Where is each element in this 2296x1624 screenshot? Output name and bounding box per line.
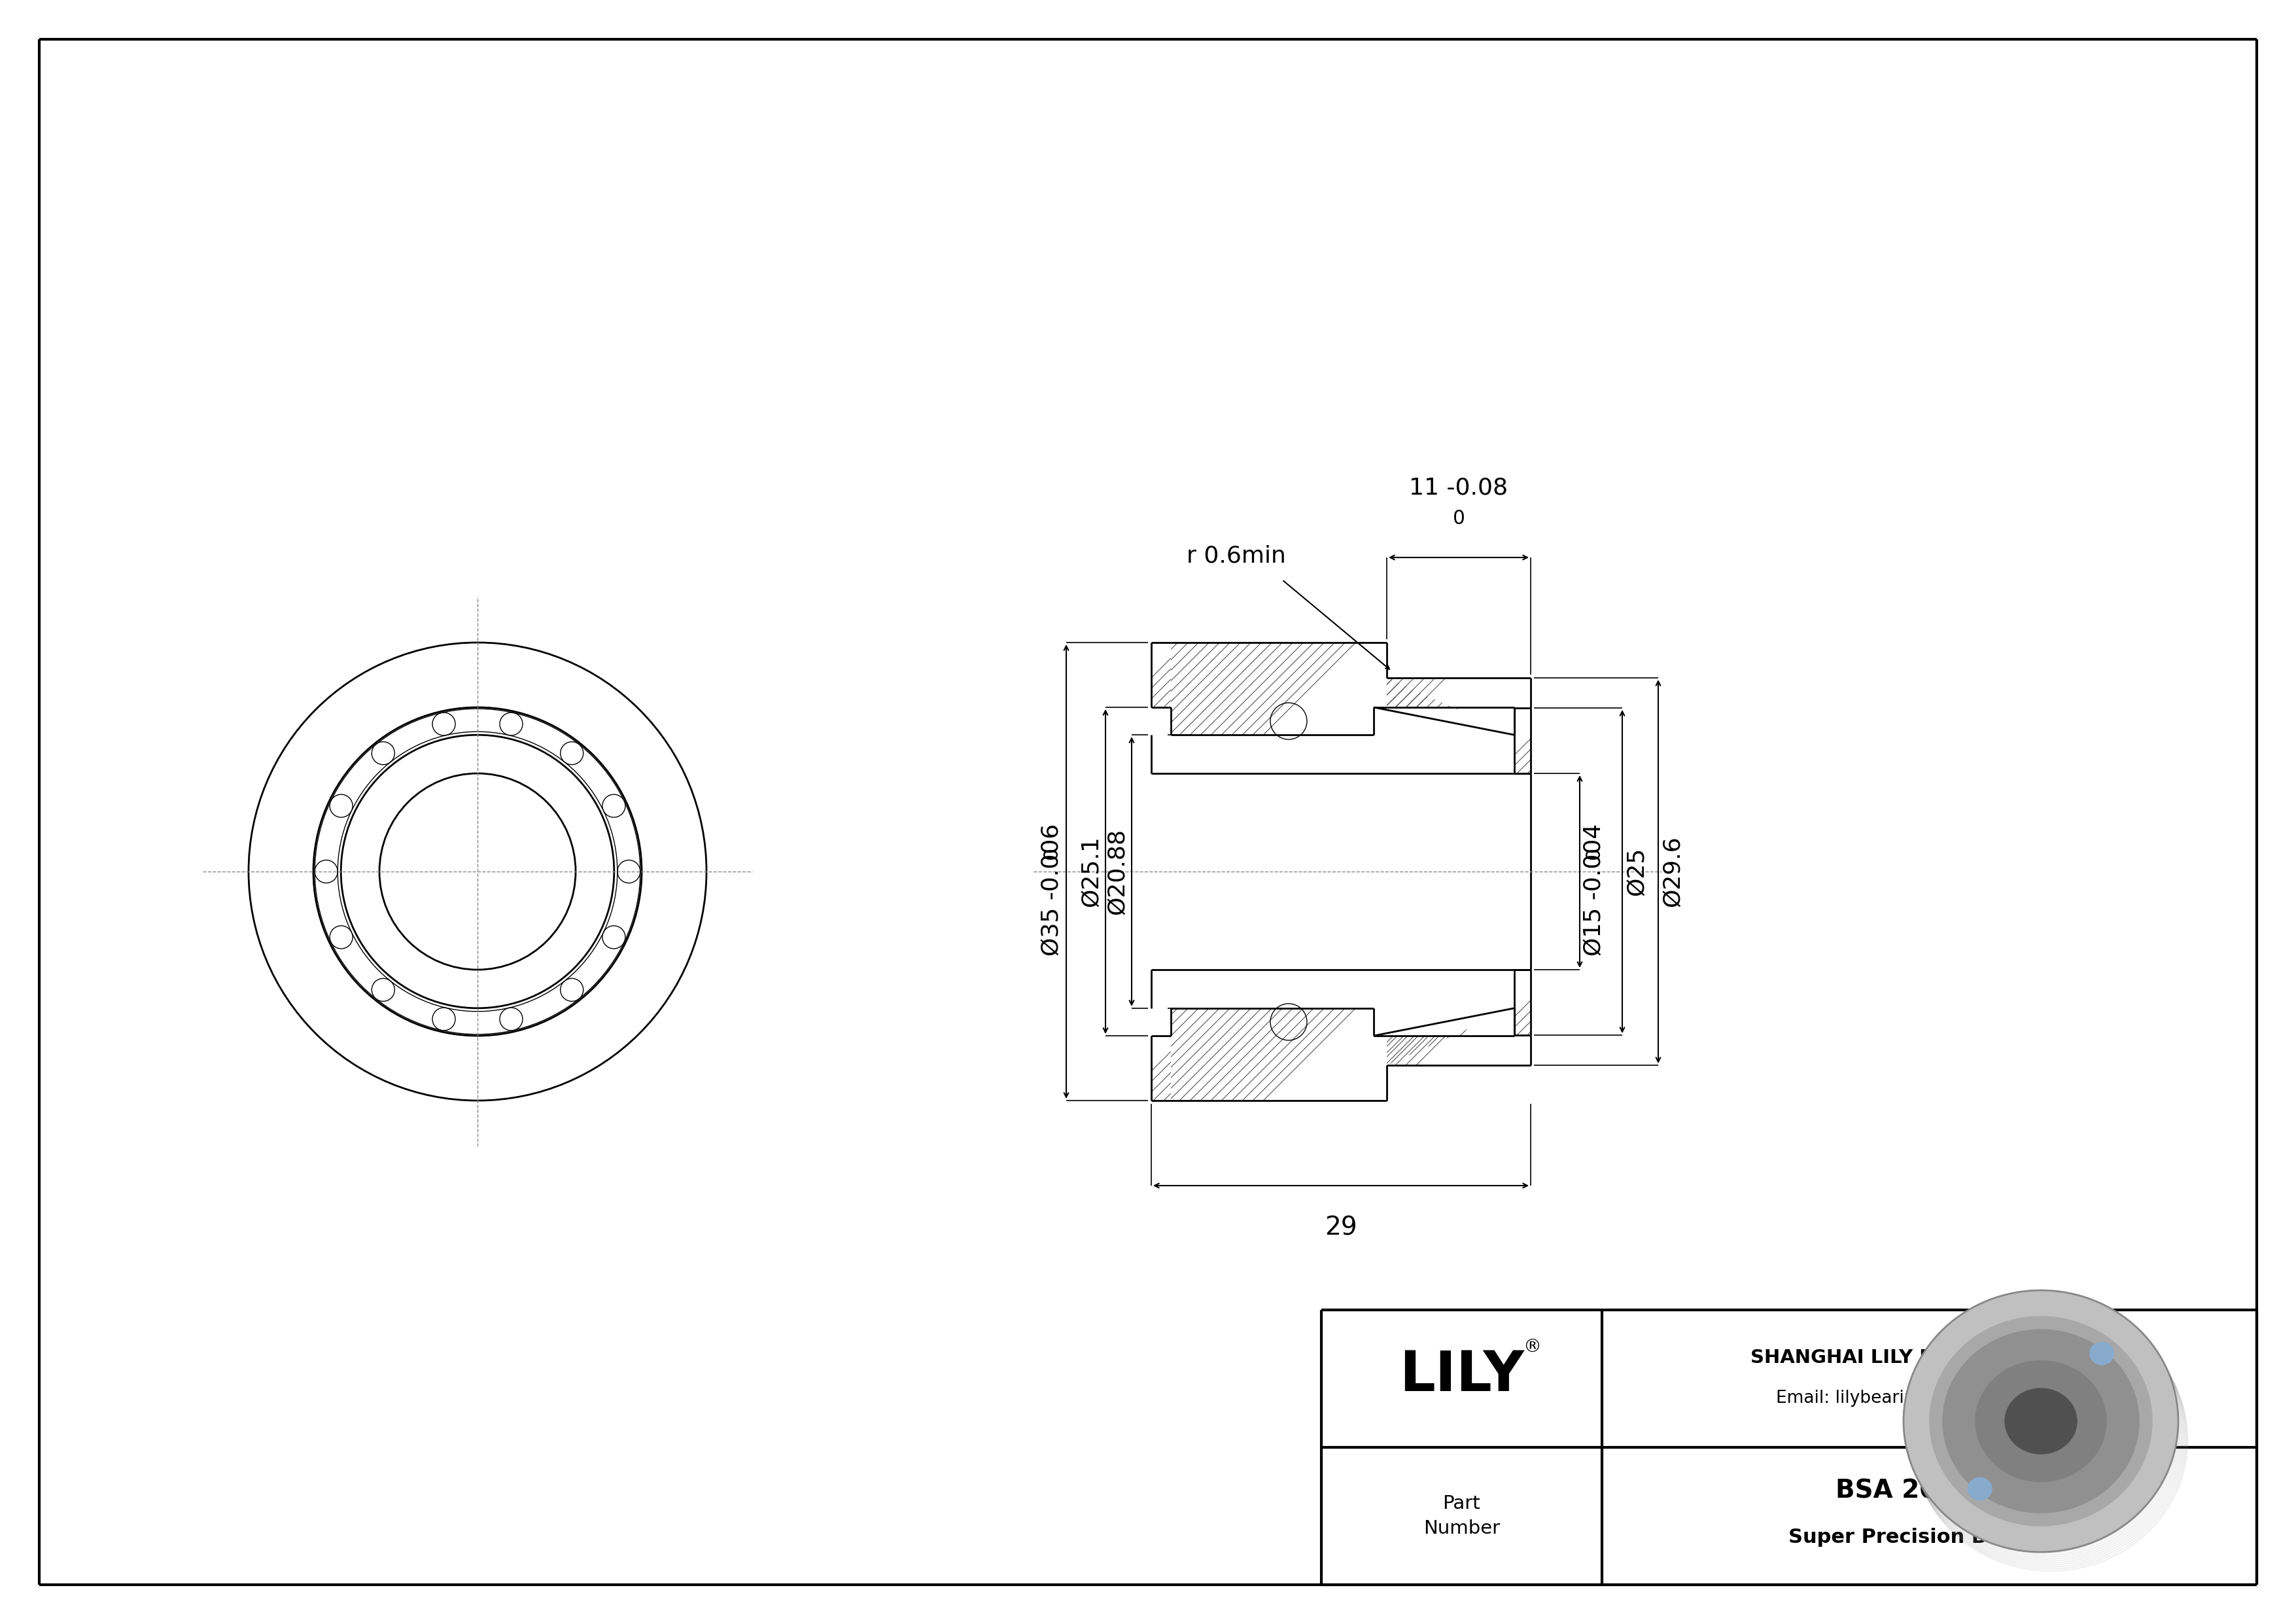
- Text: ®: ®: [1522, 1338, 1541, 1356]
- Ellipse shape: [1903, 1291, 2179, 1553]
- Text: Ø29.6: Ø29.6: [1662, 836, 1683, 908]
- Text: Ø25: Ø25: [1626, 848, 1649, 896]
- Text: Ø20.88: Ø20.88: [1107, 828, 1127, 914]
- Text: Ø35 -0.006: Ø35 -0.006: [1040, 823, 1063, 957]
- Ellipse shape: [1942, 1330, 2140, 1514]
- Text: SHANGHAI LILY BEARING LIMITED: SHANGHAI LILY BEARING LIMITED: [1750, 1348, 2108, 1367]
- Text: Ø15 -0.004: Ø15 -0.004: [1582, 823, 1605, 957]
- Text: Part
Number: Part Number: [1424, 1494, 1499, 1538]
- Ellipse shape: [2089, 1341, 2115, 1366]
- Text: 29: 29: [1325, 1215, 1357, 1239]
- Text: BSA 202 CGA: BSA 202 CGA: [1837, 1479, 2023, 1504]
- Text: LILY: LILY: [1398, 1348, 1525, 1403]
- Text: r 0.6min: r 0.6min: [1187, 544, 1286, 567]
- Text: Super Precision Bearings: Super Precision Bearings: [1789, 1528, 2071, 1546]
- Ellipse shape: [1929, 1317, 2151, 1527]
- Text: 11 -0.08: 11 -0.08: [1410, 476, 1508, 499]
- Ellipse shape: [1968, 1478, 1993, 1501]
- Text: Email: lilybearing@lily-bearing.com: Email: lilybearing@lily-bearing.com: [1777, 1390, 2082, 1406]
- Text: 0: 0: [1042, 848, 1061, 859]
- Ellipse shape: [1975, 1361, 2105, 1481]
- Ellipse shape: [2004, 1389, 2078, 1453]
- Text: Ø25.1: Ø25.1: [1079, 836, 1102, 908]
- Text: 0: 0: [1453, 508, 1465, 528]
- Text: 0: 0: [1584, 848, 1603, 859]
